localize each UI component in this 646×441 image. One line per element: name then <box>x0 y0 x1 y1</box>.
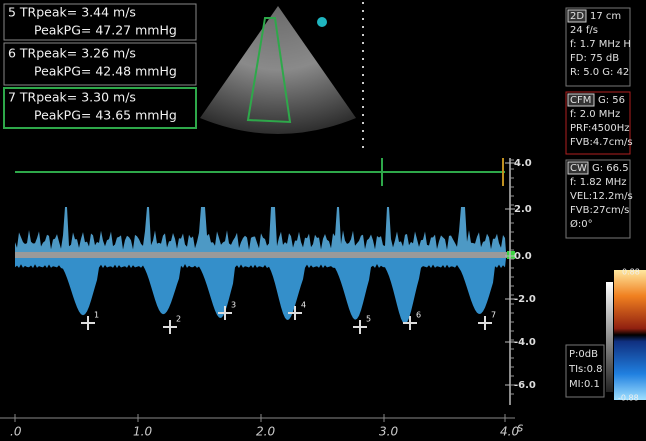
spectrum <box>15 207 506 325</box>
measurement: PeakPG= 42.48 mmHg <box>34 64 177 79</box>
marker-label: 3 <box>231 301 236 310</box>
panel-line: G: 56 <box>598 95 625 106</box>
gray-bar <box>606 282 613 392</box>
measurement: 7 TRpeak= 3.30 m/s <box>8 90 136 105</box>
marker-label: 7 <box>491 311 496 320</box>
marker-label: 6 <box>416 311 421 320</box>
measurement-markers: 1 2 3 4 5 6 7 <box>81 301 496 334</box>
panel-line: R: 5.0 G: 42 <box>570 67 629 78</box>
measurement: 5 TRpeak= 3.44 m/s <box>8 5 136 20</box>
panel-2d <box>565 7 631 87</box>
scale-label: 0.0 <box>514 251 532 262</box>
cross <box>81 316 95 330</box>
scale-label: -4.0 <box>514 337 536 348</box>
scale-label: -6.0 <box>514 380 536 391</box>
mode-label: 2D <box>570 11 584 22</box>
panel-cw <box>565 159 631 239</box>
panel-line: VEL:12.2m/s <box>570 191 633 202</box>
orientation-dot <box>317 17 327 27</box>
power-panel <box>565 344 605 398</box>
marker-label: 2 <box>176 315 181 324</box>
cross <box>353 320 367 334</box>
panel-line: f: 1.82 MHz <box>570 177 627 188</box>
panel-line: f: 2.0 MHz <box>570 109 620 120</box>
time-label: 2.0 <box>256 425 275 439</box>
mode-label: CW <box>570 163 587 174</box>
color-bar-top: 0.88 <box>622 268 640 277</box>
marker-label: 5 <box>366 315 371 324</box>
color-bar-bottom: -0.88 <box>618 394 639 403</box>
time-label: .0 <box>10 425 22 439</box>
echo-sector <box>200 6 356 134</box>
scale-label: -2.0 <box>514 294 536 305</box>
measurement-box-active <box>3 87 197 129</box>
panel-line: G: 66.5 <box>592 163 629 174</box>
panel-line: 24 f/s <box>570 25 598 36</box>
measurement-box <box>3 3 197 41</box>
panel-line: Ø:0° <box>570 218 593 230</box>
cross <box>218 306 232 320</box>
mode-tag <box>567 9 587 23</box>
power-line: MI:0.1 <box>569 379 600 390</box>
panel-line: f: 1.7 MHz H <box>570 39 631 50</box>
panel-cfm <box>565 91 631 155</box>
cross <box>403 316 417 330</box>
mode-label: CFM <box>570 95 591 106</box>
marker-label: 4 <box>301 301 306 310</box>
spectrum-reverse <box>15 258 506 325</box>
marker-label: 1 <box>94 311 99 320</box>
power-line: TIs:0.8 <box>568 364 603 375</box>
scale-label: 2.0 <box>514 204 532 215</box>
panel-line: FD: 75 dB <box>570 53 619 64</box>
panel-line: PRF:4500Hz <box>570 123 630 134</box>
baseline-marker <box>507 251 515 259</box>
measurement: 6 TRpeak= 3.26 m/s <box>8 46 136 61</box>
baseline <box>15 252 507 258</box>
time-label: 1.0 <box>133 425 152 439</box>
panel-line: 17 cm <box>590 11 621 22</box>
time-label: 4.0 <box>500 425 519 439</box>
panel-line: FVB:4.7cm/s <box>570 137 633 148</box>
power-line: P:0dB <box>569 349 598 360</box>
color-bar <box>614 270 646 400</box>
measurement-box <box>3 42 197 86</box>
cross <box>163 320 177 334</box>
cross <box>478 316 492 330</box>
cross <box>288 306 302 320</box>
spectrum-forward <box>15 207 506 252</box>
velocity-scale: 4.0 2.0 0.0 -2.0 -4.0 -6.0 <box>505 158 536 395</box>
time-axis-labels: .0 1.0 2.0 3.0 4.0s <box>10 414 523 439</box>
color-box <box>246 17 292 124</box>
mode-tag <box>567 161 589 175</box>
panel-line: FVB:27cm/s <box>570 205 629 216</box>
scale-label: 4.0 <box>514 158 532 169</box>
measurement: PeakPG= 43.65 mmHg <box>34 108 177 123</box>
measurement: PeakPG= 47.27 mmHg <box>34 23 177 38</box>
mode-tag <box>567 93 595 107</box>
time-label: 3.0 <box>379 425 398 439</box>
time-unit: s <box>517 421 523 435</box>
panel-text: 2D 17 cm 24 f/s f: 1.7 MHz H FD: 75 dB R: 5.0… <box>568 11 633 390</box>
